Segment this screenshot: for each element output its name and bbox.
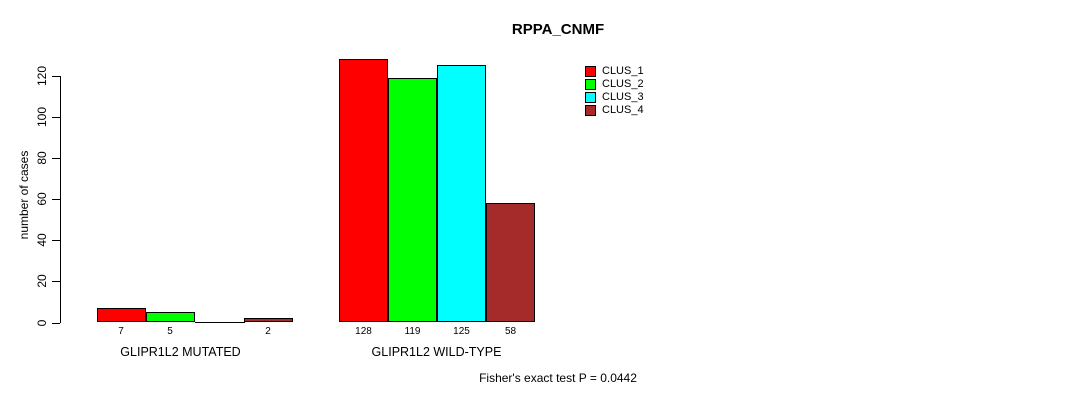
bar-clus_1-mutated bbox=[96, 308, 146, 323]
y-axis-tick bbox=[52, 199, 60, 200]
y-axis-tick bbox=[52, 281, 60, 283]
y-axis-tick-label: 120 bbox=[35, 65, 49, 86]
fisher-test-annotation: Fisher's exact test P = 0.0442 bbox=[479, 371, 637, 385]
bar-value-label: 128 bbox=[355, 326, 372, 337]
legend-label-clus_1: CLUS_1 bbox=[602, 64, 644, 77]
legend-swatch-clus_4 bbox=[585, 104, 596, 116]
bar-clus_1-wild-type bbox=[339, 59, 388, 323]
legend-swatch-clus_3 bbox=[585, 91, 596, 103]
bar-clus_4-wild-type bbox=[486, 203, 535, 323]
bar-clus_3-wild-type bbox=[437, 65, 486, 323]
bar-clus_3-zero bbox=[194, 321, 245, 323]
y-axis-title: number of cases bbox=[17, 150, 31, 240]
y-axis-tick-label: 80 bbox=[35, 151, 49, 165]
bar-clus_2-wild-type bbox=[388, 77, 437, 323]
x-category-label: GLIPR1L2 WILD-TYPE bbox=[371, 345, 502, 359]
y-axis-tick-label: 20 bbox=[35, 274, 49, 289]
y-axis-tick bbox=[52, 157, 60, 159]
y-axis-tick bbox=[52, 116, 60, 118]
y-axis-tick bbox=[52, 240, 60, 242]
y-axis-tick-label: 60 bbox=[35, 192, 49, 206]
bar-clus_4-mutated bbox=[243, 318, 293, 323]
y-axis-tick-label: 40 bbox=[35, 233, 49, 247]
bar-value-label: 2 bbox=[265, 326, 271, 337]
legend-swatch-clus_1 bbox=[585, 65, 596, 77]
y-axis-tick-label: 100 bbox=[35, 106, 49, 127]
legend-label-clus_2: CLUS_2 bbox=[602, 77, 644, 90]
chart-title: RPPA_CNMF bbox=[511, 21, 605, 38]
bar-value-label: 119 bbox=[404, 326, 421, 337]
y-axis-tick bbox=[52, 75, 60, 77]
bar-clus_2-mutated bbox=[145, 312, 195, 323]
legend-swatch-clus_2 bbox=[585, 78, 596, 90]
y-axis-line bbox=[60, 75, 61, 324]
legend-label-clus_4: CLUS_4 bbox=[602, 103, 644, 116]
y-axis-tick-label: 0 bbox=[35, 319, 49, 326]
x-category-label: GLIPR1L2 MUTATED bbox=[120, 345, 241, 359]
legend-label-clus_3: CLUS_3 bbox=[602, 90, 644, 103]
bar-value-label: 7 bbox=[118, 326, 124, 337]
y-axis-tick bbox=[52, 322, 60, 324]
bar-value-label: 5 bbox=[167, 326, 173, 337]
bar-value-label: 58 bbox=[504, 326, 517, 337]
bar-value-label: 125 bbox=[453, 326, 470, 337]
